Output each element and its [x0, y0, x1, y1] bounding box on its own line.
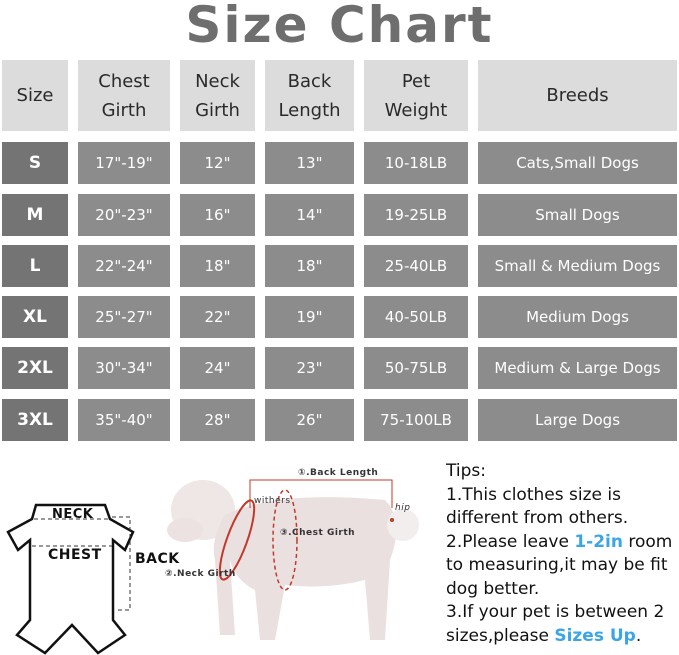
table-cell: Medium Dogs	[478, 296, 677, 338]
table-cell: Small & Medium Dogs	[478, 245, 677, 287]
tips-heading: Tips:	[446, 461, 486, 481]
table-cell: 24"	[180, 347, 255, 389]
tips-section: Tips: 1.This clothes size is different f…	[446, 460, 678, 648]
tip-3: 3.If your pet is between 2 sizes,please …	[446, 601, 678, 648]
tip-3-highlight: Sizes Up	[554, 625, 636, 646]
table-cell: 12"	[180, 142, 255, 184]
tip-3-text-end: .	[635, 625, 642, 646]
tip-1: 1.This clothes size is different from ot…	[446, 484, 629, 529]
table-cell: Large Dogs	[478, 399, 677, 441]
back-label: BACK	[135, 551, 180, 567]
size-cell: M	[2, 194, 68, 236]
back-length-label: ①.Back Length	[298, 468, 379, 478]
table-cell: 50-75LB	[364, 347, 468, 389]
size-cell: 2XL	[2, 347, 68, 389]
tip-2-text-end: room to measuring,it may be fit dog bett…	[446, 531, 673, 599]
table-cell: 10-18LB	[364, 142, 468, 184]
table-cell: 22"-24"	[78, 245, 170, 287]
table-cell: 17"-19"	[78, 142, 170, 184]
size-cell: XL	[2, 296, 68, 338]
table-cell: 25-40LB	[364, 245, 468, 287]
column-header: Neck Girth	[180, 60, 255, 131]
table-cell: 28"	[180, 399, 255, 441]
table-cell: 19"	[265, 296, 354, 338]
column-header: Size	[2, 60, 68, 131]
size-cell: L	[2, 245, 68, 287]
table-cell: Medium & Large Dogs	[478, 347, 677, 389]
tip-2-text: 2.Please leave	[446, 531, 575, 552]
table-cell: 22"	[180, 296, 255, 338]
table-cell: 16"	[180, 194, 255, 236]
chest-label: CHEST	[48, 547, 102, 563]
page-title: Size Chart	[185, 0, 494, 54]
tip-2: 2.Please leave 1-2in room to measuring,i…	[446, 531, 678, 602]
dog-photo	[167, 479, 419, 640]
table-cell: 14"	[265, 194, 354, 236]
table-cell: 23"	[265, 347, 354, 389]
withers-label: withers	[254, 496, 291, 506]
size-cell: 3XL	[2, 399, 68, 441]
neck-girth-label: ②.Neck Girth	[165, 569, 236, 579]
column-header: Back Length	[265, 60, 354, 131]
size-cell: S	[2, 142, 68, 184]
table-cell: 26"	[265, 399, 354, 441]
tip-2-highlight: 1-2in	[574, 531, 623, 552]
table-cell: 35"-40"	[78, 399, 170, 441]
table-cell: 13"	[265, 142, 354, 184]
table-cell: 25"-27"	[78, 296, 170, 338]
hip-label: hip	[395, 503, 411, 513]
table-cell: 75-100LB	[364, 399, 468, 441]
tip-3-text: 3.If your pet is between 2 sizes,please	[446, 602, 665, 646]
table-cell: 40-50LB	[364, 296, 468, 338]
table-cell: 30"-34"	[78, 347, 170, 389]
garment-diagram	[6, 503, 135, 655]
column-header: Pet Weight	[364, 60, 468, 131]
table-cell: 18"	[265, 245, 354, 287]
table-cell: 20"-23"	[78, 194, 170, 236]
table-cell: Cats,Small Dogs	[478, 142, 677, 184]
table-cell: 18"	[180, 245, 255, 287]
table-cell: 19-25LB	[364, 194, 468, 236]
table-cell: Small Dogs	[478, 194, 677, 236]
column-header: Breeds	[478, 60, 677, 131]
column-header: Chest Girth	[78, 60, 170, 131]
neck-label: NECK	[52, 507, 94, 522]
chest-girth-label: ③.Chest Girth	[280, 528, 356, 538]
